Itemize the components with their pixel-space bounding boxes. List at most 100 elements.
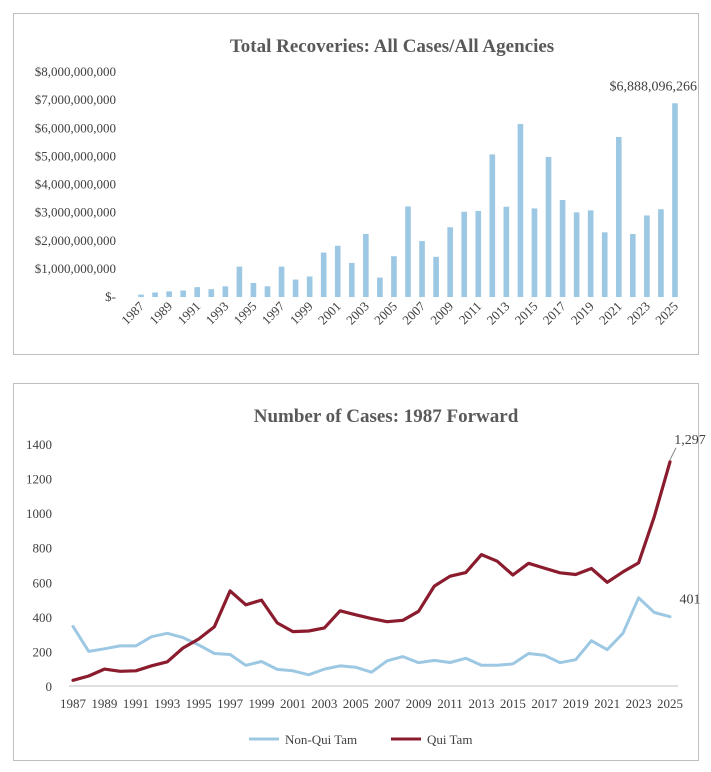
non-qui-tam-end-label: 401 [680, 593, 701, 608]
recoveries-x-tick-label: 2001 [315, 299, 344, 328]
recoveries-bar [166, 291, 172, 297]
recoveries-bar [222, 286, 229, 297]
recoveries-bar [559, 199, 566, 297]
recoveries-bar [405, 206, 411, 297]
recoveries-bar [278, 266, 285, 297]
recoveries-x-tick-label: 2007 [399, 298, 428, 327]
recoveries-bar [391, 256, 397, 297]
recoveries-chart-panel: Total Recoveries: All Cases/All Agencies… [13, 13, 699, 355]
cases-x-tick-label: 2015 [500, 696, 526, 711]
recoveries-x-tick-label: 2015 [512, 299, 541, 328]
cases-x-tick-label: 1995 [186, 696, 212, 711]
recoveries-x-tick-label: 1991 [174, 299, 203, 328]
cases-x-tick-label: 1991 [123, 696, 149, 711]
recoveries-bar [236, 266, 243, 297]
recoveries-y-tick-label: $- [105, 289, 116, 304]
recoveries-x-tick-label: 1997 [259, 298, 288, 327]
qui-tam-label-leader [669, 447, 677, 461]
cases-x-ticks: 1987 1989 1991 1993 1995 1997 1999 2001 2003 2005… [60, 696, 683, 711]
recoveries-y-tick-label: $5,000,000,000 [35, 148, 116, 163]
cases-end-labels: 1,297 401 [669, 433, 706, 608]
recoveries-x-tick-label: 2013 [483, 299, 512, 328]
recoveries-x-tick-label: 1995 [231, 299, 260, 328]
recoveries-bar [461, 211, 468, 297]
recoveries-bar [573, 212, 580, 297]
cases-y-ticks: 0 200 400 600 800 1000 1200 1400 [26, 437, 52, 694]
recoveries-bar [503, 206, 510, 297]
recoveries-bar [419, 241, 425, 297]
recoveries-x-tick-label: 2011 [456, 299, 485, 328]
cases-x-tick-label: 2011 [437, 696, 463, 711]
recoveries-bar [615, 136, 622, 297]
cases-chart-panel: Number of Cases: 1987 Forward 0 200 400 600… [13, 383, 706, 761]
recoveries-bar [306, 276, 313, 297]
series-line-qui-tam [71, 460, 672, 682]
recoveries-bar [152, 292, 158, 297]
cases-y-tick-label: 0 [46, 679, 53, 694]
recoveries-bar [531, 208, 538, 297]
recoveries-bar [180, 290, 186, 297]
cases-x-tick-label: 1989 [91, 696, 117, 711]
recoveries-x-tick-label: 1999 [287, 299, 316, 328]
series-line-non-qui-tam [71, 596, 672, 677]
qui-tam-end-label: 1,297 [674, 433, 706, 448]
legend-label-non-qui-tam: Non-Qui Tam [285, 732, 357, 747]
cases-x-tick-label: 2021 [594, 696, 620, 711]
cases-chart-title: Number of Cases: 1987 Forward [254, 406, 519, 427]
recoveries-y-ticks: $- $1,000,000,000 $2,000,000,000 $3,000,000… [35, 64, 116, 304]
cases-x-tick-label: 1999 [249, 696, 275, 711]
recoveries-x-tick-label: 1993 [202, 299, 231, 328]
recoveries-x-ticks: 1987 1989 1991 1993 1995 1997 1999 2001 2003 2005… [118, 298, 681, 327]
cases-y-tick-label: 400 [33, 610, 53, 625]
recoveries-y-tick-label: $4,000,000,000 [35, 177, 116, 192]
recoveries-x-tick-label: 2003 [343, 299, 372, 328]
recoveries-x-tick-label: 2023 [624, 299, 653, 328]
cases-x-tick-label: 2013 [468, 696, 494, 711]
recoveries-x-tick-label: 2019 [568, 299, 597, 328]
recoveries-x-tick-label: 2009 [427, 299, 456, 328]
recoveries-bar-chart: Total Recoveries: All Cases/All Agencies… [35, 36, 697, 328]
recoveries-bar [587, 210, 594, 297]
recoveries-bar [517, 124, 524, 297]
recoveries-bar [644, 215, 650, 297]
recoveries-bar [601, 232, 608, 297]
recoveries-max-annotation: $6,888,096,266 [609, 79, 697, 94]
recoveries-bar [545, 156, 552, 297]
cases-y-tick-label: 800 [33, 541, 53, 556]
recoveries-bar [475, 210, 482, 297]
cases-x-tick-label: 2023 [626, 696, 652, 711]
recoveries-bar [489, 154, 496, 297]
recoveries-bar [320, 252, 327, 297]
recoveries-x-tick-label: 1989 [146, 299, 175, 328]
cases-x-tick-label: 2005 [343, 696, 369, 711]
recoveries-bars [138, 103, 678, 297]
cases-x-tick-label: 2019 [563, 696, 589, 711]
recoveries-x-tick-label: 2021 [596, 299, 625, 328]
recoveries-bar [630, 234, 636, 297]
recoveries-bar [377, 277, 383, 297]
cases-line-chart: Number of Cases: 1987 Forward 0 200 400 600… [26, 406, 706, 747]
cases-y-tick-label: 1400 [26, 437, 52, 452]
recoveries-bar [138, 294, 144, 297]
recoveries-bar [250, 282, 257, 297]
recoveries-bar [194, 287, 201, 297]
recoveries-bar [292, 279, 299, 297]
recoveries-y-tick-label: $1,000,000,000 [35, 261, 116, 276]
recoveries-bar [672, 103, 678, 297]
cases-x-tick-label: 2009 [406, 696, 432, 711]
cases-y-tick-label: 200 [33, 644, 53, 659]
recoveries-y-tick-label: $6,000,000,000 [35, 120, 116, 135]
cases-x-tick-label: 1987 [60, 696, 87, 711]
cases-x-tick-label: 2017 [531, 696, 558, 711]
recoveries-bar [208, 289, 215, 297]
cases-x-tick-label: 2001 [280, 696, 306, 711]
cases-y-tick-label: 1200 [26, 472, 52, 487]
recoveries-y-tick-label: $7,000,000,000 [35, 92, 116, 107]
cases-x-tick-label: 2025 [657, 696, 683, 711]
cases-x-tick-label: 1997 [217, 696, 244, 711]
recoveries-bar [447, 227, 453, 297]
recoveries-y-tick-label: $3,000,000,000 [35, 205, 116, 220]
cases-y-tick-label: 1000 [26, 506, 52, 521]
legend-label-qui-tam: Qui Tam [427, 732, 472, 747]
cases-y-tick-label: 600 [33, 575, 53, 590]
